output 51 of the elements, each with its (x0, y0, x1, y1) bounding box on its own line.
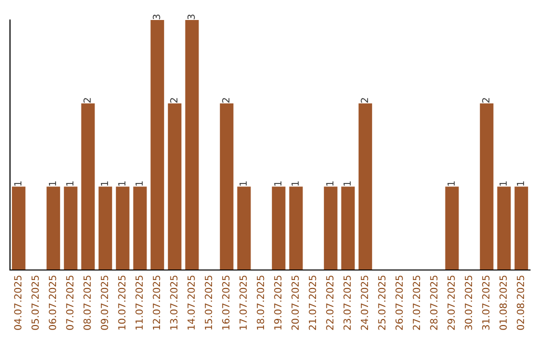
data-label: 1 (292, 181, 299, 186)
x-tick-label: 02.08.2025 (516, 276, 524, 330)
data-label: 2 (170, 98, 178, 103)
x-tick-label: 12.07.2025 (152, 276, 160, 330)
x-tick-label: 10.07.2025 (118, 276, 126, 330)
data-label: 1 (448, 181, 455, 186)
x-tick-label: 14.07.2025 (187, 276, 195, 330)
x-tick-label: 18.07.2025 (256, 276, 264, 330)
data-label: 2 (360, 98, 368, 103)
x-tick-label: 08.07.2025 (83, 276, 91, 330)
data-label: 1 (48, 181, 56, 186)
x-tick-label: 11.07.2025 (135, 276, 143, 330)
data-label: 1 (14, 181, 22, 186)
data-label: 3 (187, 14, 195, 20)
data-label: 1 (240, 181, 247, 186)
x-tick-label: 01.08.2025 (499, 276, 507, 330)
x-tick-label: 05.07.2025 (31, 276, 39, 330)
x-tick-label: 26.07.2025 (395, 276, 403, 330)
x-tick-label: 19.07.2025 (274, 276, 282, 330)
x-tick-label: 25.07.2025 (378, 276, 386, 330)
x-tick-label: 22.07.2025 (326, 276, 334, 330)
x-tick-label: 28.07.2025 (430, 276, 438, 330)
x-tick-label: 16.07.2025 (222, 276, 230, 330)
data-label: 1 (344, 181, 351, 186)
x-tick-label: 29.07.2025 (447, 276, 455, 330)
x-tick-label: 30.07.2025 (464, 276, 472, 330)
data-label: 1 (100, 181, 108, 186)
data-label: 1 (118, 181, 126, 186)
x-tick-label: 13.07.2025 (170, 276, 178, 330)
x-tick-label: 06.07.2025 (48, 276, 56, 330)
x-tick-label: 17.07.2025 (239, 276, 247, 330)
x-tick-label: 21.07.2025 (308, 276, 316, 330)
x-tick-label: 07.07.2025 (66, 276, 74, 330)
data-label: 1 (500, 181, 507, 186)
x-tick-label: 31.07.2025 (482, 276, 490, 330)
data-label: 2 (482, 98, 490, 103)
data-label: 3 (152, 14, 160, 20)
x-tick-label: 09.07.2025 (100, 276, 108, 330)
data-label: 1 (516, 181, 524, 186)
x-tick-label: 23.07.2025 (343, 276, 351, 330)
data-label: 1 (136, 181, 143, 186)
data-label: 1 (326, 181, 334, 186)
x-tick-label: 04.07.2025 (14, 276, 22, 330)
x-tick-label: 15.07.2025 (204, 276, 212, 330)
x-tick-label: 27.07.2025 (412, 276, 420, 330)
x-tick-label: 24.07.2025 (360, 276, 368, 330)
data-label: 2 (83, 98, 91, 103)
data-label: 1 (66, 181, 74, 186)
data-label: 1 (274, 181, 282, 186)
x-tick-label: 20.07.2025 (291, 276, 299, 330)
data-label: 2 (222, 98, 230, 103)
